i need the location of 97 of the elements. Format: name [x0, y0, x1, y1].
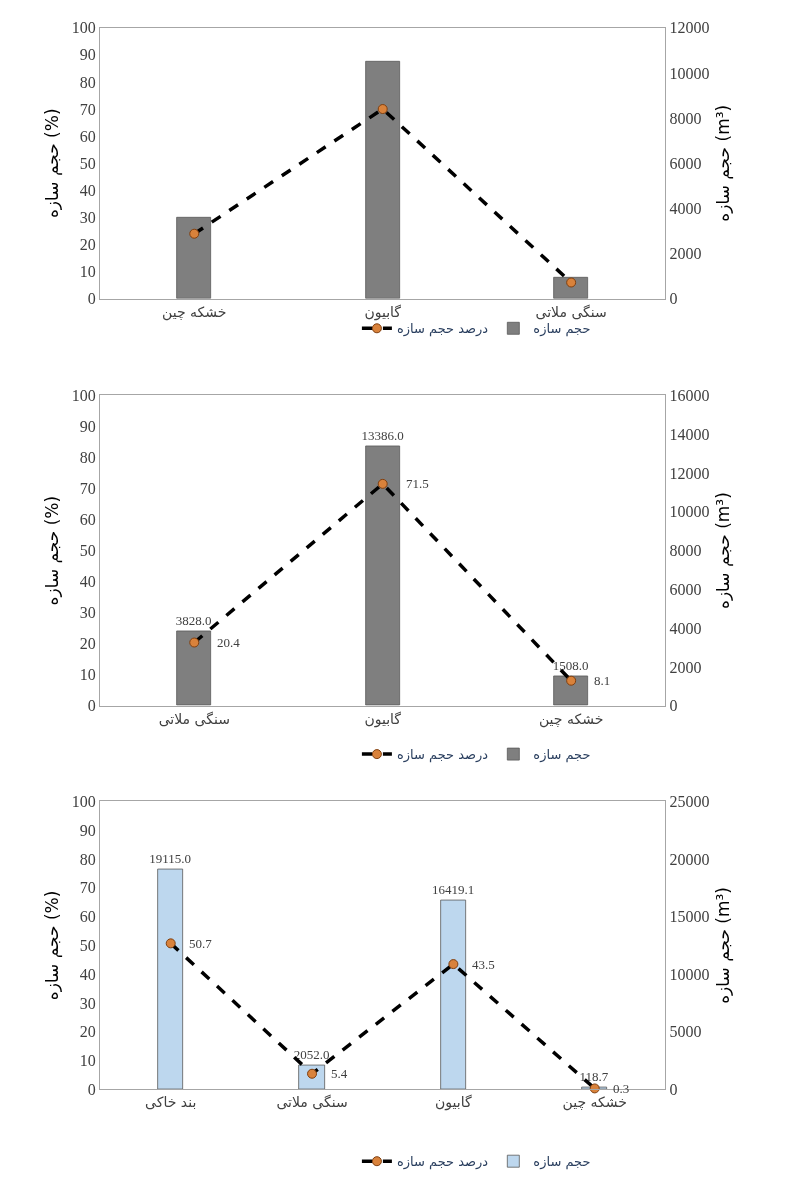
y2-tick-label: 0: [669, 697, 678, 715]
legend-label: درصد حجم سازه: [396, 747, 489, 764]
y2-axis-title: حجم سازه (m³): [712, 886, 734, 1004]
y-tick-label: 70: [79, 879, 96, 897]
x-tick-label: خشکه چین: [162, 303, 227, 321]
y-tick-label: 40: [79, 181, 96, 199]
y-tick-label: 80: [79, 850, 96, 868]
x-tick-label: سنگی ملاتی: [158, 710, 230, 727]
y-tick-label: 90: [79, 46, 96, 64]
y2-tick-label: 10000: [669, 64, 710, 82]
y-tick-label: 90: [79, 418, 96, 436]
y-tick-label: 0: [87, 1080, 96, 1098]
y-tick-label: 0: [87, 697, 96, 715]
y2-tick-label: 8000: [669, 542, 702, 560]
bar: [553, 675, 589, 706]
y2-tick-label: 2000: [669, 658, 702, 676]
data-label: 0.3: [613, 1081, 630, 1096]
x-tick-label: خشکه چین: [538, 710, 604, 728]
y-axis-title: حجم سازه (%): [42, 495, 64, 606]
x-tick-label: گابیون: [364, 303, 402, 321]
data-label: 43.5: [472, 957, 495, 972]
bar: [176, 216, 212, 299]
y-tick-label: 30: [79, 994, 96, 1012]
x-tick-label: خشکه چین: [562, 1094, 627, 1112]
y-axis-title: حجم سازه (%): [42, 108, 64, 219]
data-label: 19115.0: [149, 851, 192, 867]
bar: [365, 60, 401, 299]
y2-tick-label: 16000: [669, 386, 710, 404]
y2-tick-label: 4000: [669, 619, 702, 637]
x-tick-label: سنگی ملاتی: [535, 303, 607, 320]
y2-axis-title: حجم سازه (m³): [712, 104, 734, 222]
y2-tick-label: 8000: [669, 109, 702, 127]
data-label: 3828.0: [175, 612, 212, 628]
y2-tick-label: 20000: [669, 850, 710, 868]
y2-tick-label: 4000: [669, 200, 702, 218]
y-tick-label: 70: [79, 100, 96, 118]
legend-label: حجم سازه: [533, 321, 591, 338]
y2-tick-label: 0: [669, 1080, 678, 1098]
bar: [365, 445, 401, 706]
y-tick-label: 50: [79, 542, 96, 560]
y-tick-label: 20: [79, 1023, 96, 1041]
data-label: 8.1: [594, 673, 611, 688]
y-tick-label: 30: [79, 604, 96, 622]
y-tick-label: 10: [79, 666, 96, 684]
y2-tick-label: 0: [669, 290, 678, 308]
y2-tick-label: 5000: [669, 1023, 702, 1041]
y-tick-label: 20: [79, 635, 96, 653]
y-tick-label: 100: [71, 19, 96, 37]
x-tick-label: گابیون: [435, 1094, 472, 1112]
y2-tick-label: 12000: [669, 19, 710, 37]
y-tick-label: 20: [79, 236, 96, 254]
y-tick-label: 90: [79, 821, 96, 839]
data-label: 50.7: [189, 936, 213, 951]
y2-tick-label: 2000: [669, 245, 702, 263]
y2-tick-label: 14000: [669, 425, 710, 443]
y-tick-label: 30: [79, 209, 96, 227]
y-tick-label: 10: [79, 263, 96, 281]
data-label: 13386.0: [361, 427, 404, 443]
bar: [157, 868, 184, 1090]
y-axis-title: حجم سازه (%): [42, 890, 64, 1001]
y2-tick-label: 6000: [669, 581, 702, 599]
y-tick-label: 80: [79, 73, 96, 91]
y2-tick-label: 6000: [669, 154, 702, 172]
bar: [440, 899, 467, 1090]
y2-tick-label: 25000: [669, 793, 710, 811]
data-label: 71.5: [406, 476, 429, 491]
legend-label: حجم سازه: [533, 1154, 591, 1171]
x-tick-label: گابیون: [364, 710, 402, 728]
legend-label: درصد حجم سازه: [396, 1154, 489, 1171]
y-tick-label: 70: [79, 480, 96, 498]
data-label: 5.4: [331, 1066, 348, 1081]
x-tick-label: سنگی ملاتی: [276, 1094, 348, 1111]
y-tick-label: 60: [79, 127, 96, 145]
y-tick-label: 0: [87, 290, 96, 308]
y2-axis-title: حجم سازه (m³): [712, 492, 734, 610]
y-tick-label: 50: [79, 936, 96, 954]
data-label: 16419.1: [432, 882, 475, 898]
y-tick-label: 60: [79, 908, 96, 926]
data-label: 1508.0: [552, 657, 589, 673]
y-tick-label: 80: [79, 449, 96, 467]
y2-tick-label: 15000: [669, 908, 710, 926]
data-label: 118.7: [579, 1069, 609, 1085]
y-tick-label: 10: [79, 1052, 96, 1070]
y2-tick-label: 10000: [669, 965, 710, 983]
x-tick-label: بند خاکی: [145, 1094, 197, 1111]
bar: [176, 630, 212, 706]
y2-tick-label: 10000: [669, 503, 710, 521]
legend-label: حجم سازه: [533, 747, 591, 764]
data-label: 20.4: [217, 635, 241, 650]
y-tick-label: 50: [79, 154, 96, 172]
y-tick-label: 40: [79, 965, 96, 983]
y-tick-label: 60: [79, 511, 96, 529]
y-tick-label: 40: [79, 573, 96, 591]
y-tick-label: 100: [71, 386, 96, 404]
legend-label: درصد حجم سازه: [396, 321, 489, 338]
y2-tick-label: 12000: [669, 464, 710, 482]
y-tick-label: 100: [71, 793, 96, 811]
